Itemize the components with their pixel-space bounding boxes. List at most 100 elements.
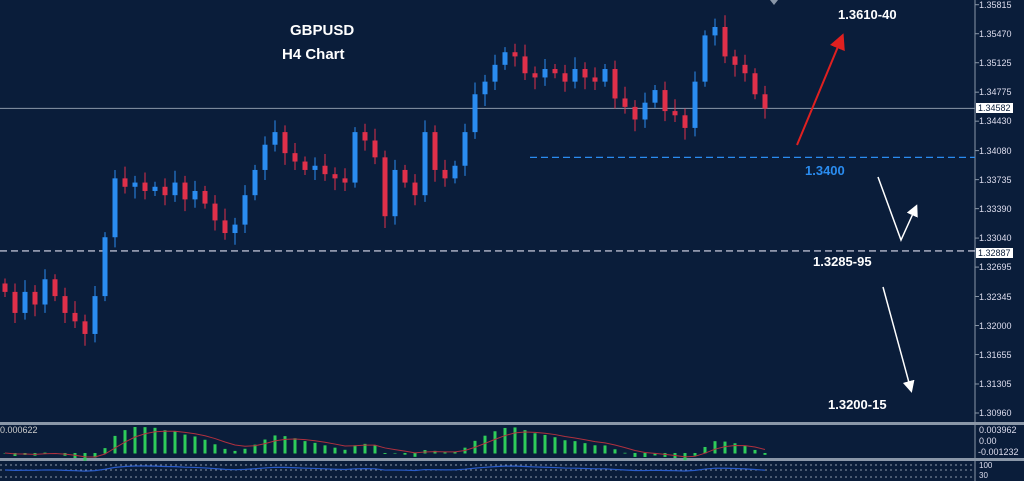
oscillator-bar xyxy=(613,449,617,454)
oscillator-bar xyxy=(273,435,277,454)
oscillator-bar xyxy=(433,450,437,454)
oscillator-bar xyxy=(93,453,97,458)
candle-body xyxy=(462,132,468,166)
candle-body xyxy=(162,186,168,196)
price-tick: 1.33735 xyxy=(979,174,1012,185)
candle-body xyxy=(242,195,248,225)
candle-body xyxy=(62,296,68,313)
oscillator-bar xyxy=(203,439,207,454)
candle-body xyxy=(182,182,188,200)
price-tick: 1.35125 xyxy=(979,57,1012,68)
candle-body xyxy=(312,165,318,170)
arrow-up-icon xyxy=(796,33,845,146)
candle-body xyxy=(652,90,658,103)
candle-body xyxy=(252,169,258,196)
candle-body xyxy=(382,157,388,217)
oscillator-bar xyxy=(333,447,337,454)
candle-body xyxy=(302,161,308,170)
oscillator-bar xyxy=(373,445,377,454)
candle-body xyxy=(202,190,208,204)
lower-tick-30: 30 xyxy=(979,471,988,480)
candle-body xyxy=(572,69,578,82)
candle-body xyxy=(282,132,288,154)
oscillator-bar xyxy=(403,453,407,455)
chart-timeframe: H4 Chart xyxy=(282,46,345,63)
lower-indicator-line xyxy=(4,465,766,472)
price-tick: 1.32345 xyxy=(979,291,1012,302)
current-price-label: 1.34582 xyxy=(976,103,1013,113)
candle-body xyxy=(82,321,88,334)
oscillator-bar xyxy=(153,427,157,454)
oscillator-bar xyxy=(653,453,657,456)
oscillator-bar xyxy=(283,436,287,454)
candle-body xyxy=(342,178,348,183)
candle-body xyxy=(672,111,678,116)
oscillator-bar xyxy=(503,427,507,454)
marked-price-label: 1.32887 xyxy=(976,248,1013,258)
oscillator-bar xyxy=(493,431,497,454)
oscillator-bar xyxy=(313,442,317,454)
candle-body xyxy=(662,90,668,112)
oscillator-bar xyxy=(263,439,267,454)
price-tick: 1.31655 xyxy=(979,349,1012,360)
oscillator-bar xyxy=(633,453,637,457)
candle-body xyxy=(92,296,98,334)
oscillator-bar xyxy=(703,446,707,454)
oscillator-bar xyxy=(173,431,177,454)
candle-body xyxy=(692,81,698,128)
candle-body xyxy=(592,77,598,82)
oscillator-bar xyxy=(363,443,367,454)
oscillator-bar xyxy=(103,448,107,454)
oscillator-bar xyxy=(533,433,537,454)
oscillator-bar xyxy=(43,452,47,454)
oscillator-bar xyxy=(593,445,597,454)
candle-body xyxy=(332,174,338,179)
pane-divider xyxy=(0,422,1024,425)
candle-body xyxy=(392,169,398,217)
price-tick: 1.32000 xyxy=(979,320,1012,331)
oscillator-bar xyxy=(383,453,387,454)
oscillator-bar xyxy=(113,435,117,454)
candle-body xyxy=(712,26,718,36)
price-tick: 1.32695 xyxy=(979,262,1012,273)
oscillator-bar xyxy=(413,453,417,457)
candle-body xyxy=(472,94,478,133)
oscillator-bar xyxy=(543,434,547,454)
price-tick: 1.34080 xyxy=(979,145,1012,156)
candle-body xyxy=(142,182,148,191)
oscillator-bar xyxy=(553,437,557,454)
candle-body xyxy=(562,73,568,82)
candle-body xyxy=(722,26,728,57)
oscillator-bar xyxy=(603,445,607,454)
price-tick: 1.33390 xyxy=(979,203,1012,214)
candle-body xyxy=(682,115,688,128)
oscillator-bar xyxy=(243,448,247,454)
oscillator-bar xyxy=(193,436,197,454)
osc-tick-high: 0.003962 xyxy=(979,425,1017,435)
oscillator-bar xyxy=(353,445,357,454)
label-target-high: 1.3610-40 xyxy=(838,7,897,22)
price-tick: 1.34430 xyxy=(979,116,1012,127)
candle-body xyxy=(582,69,588,78)
price-tick: 1.30960 xyxy=(979,408,1012,418)
candle-body xyxy=(442,169,448,179)
osc-tick-zero: 0.00 xyxy=(979,436,997,446)
chart-symbol: GBPUSD xyxy=(290,22,355,39)
arrow-down-icon xyxy=(882,286,915,393)
candle-body xyxy=(32,291,38,305)
oscillator-bar xyxy=(573,441,577,454)
candle-body xyxy=(702,35,708,82)
candle-body xyxy=(482,81,488,95)
oscillator-bar xyxy=(523,430,527,454)
candle-body xyxy=(542,69,548,78)
label-support-1: 1.3400 xyxy=(805,163,845,178)
pane-divider xyxy=(0,458,1024,461)
oscillator-bar xyxy=(343,449,347,454)
oscillator-bar xyxy=(443,452,447,454)
candle-body xyxy=(122,178,128,187)
osc-tick-low: -0.001232 xyxy=(978,447,1019,457)
candle-body xyxy=(2,283,8,292)
candle-body xyxy=(362,132,368,141)
oscillator-bar xyxy=(623,452,627,454)
